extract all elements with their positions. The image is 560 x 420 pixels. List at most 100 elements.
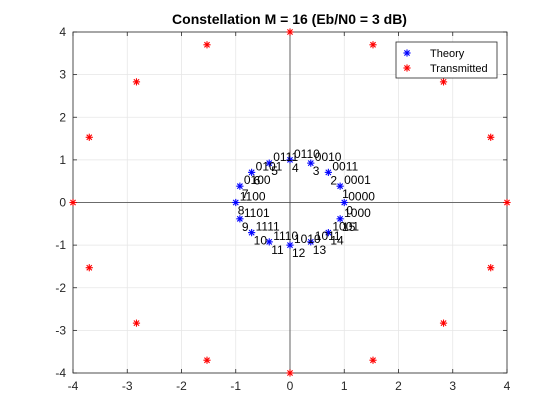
marker-stroke [337, 183, 344, 190]
theory-point [236, 182, 244, 190]
point-labels: 0000000100110010011001110101010011001101… [238, 147, 376, 260]
legend-box [395, 41, 498, 79]
index-label: 1 [342, 187, 349, 201]
theory-point [324, 229, 332, 237]
bit-label: 1010 [294, 232, 321, 246]
bit-label: 1011 [315, 229, 341, 243]
index-label: 12 [292, 246, 306, 260]
transmitted-point [369, 356, 377, 364]
legend-label-transmitted: Transmitted [430, 63, 488, 75]
marker-stroke [248, 229, 255, 236]
y-tick-label: 4 [59, 25, 66, 39]
bit-label: 0011 [332, 159, 358, 173]
bit-label: 1110 [273, 229, 298, 243]
index-label: 14 [330, 234, 344, 248]
marker-stroke [370, 357, 376, 364]
marker-stroke [133, 78, 140, 85]
bit-label: 1111 [256, 220, 280, 234]
index-label: 11 [271, 243, 284, 257]
x-tick-label: 0 [287, 379, 294, 393]
theory-point [336, 182, 344, 190]
transmitted-point [203, 41, 211, 49]
marker-stroke [325, 169, 332, 176]
index-label: 13 [313, 243, 327, 257]
marker-stroke [204, 357, 210, 364]
bit-label: 1000 [344, 206, 371, 220]
legend-label-theory: Theory [430, 48, 465, 60]
transmitted-point [369, 41, 377, 49]
bit-label: 0010 [315, 150, 342, 164]
index-label: 15 [342, 220, 356, 234]
index-label: 6 [254, 173, 261, 187]
marker-stroke [204, 41, 210, 48]
theory-point [286, 156, 294, 164]
marker-stroke [440, 78, 447, 85]
marker-stroke [232, 199, 239, 206]
bit-label: 0101 [256, 159, 283, 173]
transmitted-point [286, 28, 294, 36]
index-label: 7 [242, 187, 249, 201]
theory-point [248, 168, 256, 176]
transmitted-point [286, 369, 294, 377]
transmitted-point [439, 319, 448, 327]
legend: Theory Transmitted [395, 41, 498, 79]
marker-stroke [487, 264, 494, 271]
theory-point [265, 159, 273, 167]
transmitted-point [487, 133, 495, 141]
marker-stroke [404, 65, 410, 71]
marker-stroke [325, 229, 332, 236]
y-tick-label: 3 [59, 68, 66, 82]
bit-label: 1100 [240, 190, 266, 204]
data-markers [69, 28, 511, 377]
transmitted-point [132, 319, 141, 327]
index-label: 0 [346, 204, 353, 218]
index-label: 3 [313, 164, 320, 178]
theory-point [265, 238, 273, 246]
theory-point [248, 229, 256, 237]
theory-point [232, 198, 240, 207]
index-label: 8 [238, 204, 245, 218]
marker-stroke [287, 370, 293, 376]
marker-stroke [337, 215, 344, 222]
theory-point [307, 159, 315, 167]
theory-point [286, 241, 294, 249]
x-tick-label: -1 [230, 379, 241, 393]
marker-stroke [70, 199, 76, 206]
marker-stroke [236, 183, 243, 190]
marker-stroke [266, 160, 273, 167]
bit-label: 1001 [332, 220, 359, 234]
y-tick-label: -1 [55, 238, 66, 252]
transmitted-point [85, 133, 93, 141]
x-tick-label: -3 [122, 379, 133, 393]
y-tick-label: -3 [55, 323, 66, 337]
index-label: 9 [242, 220, 249, 234]
y-tick-label: 2 [59, 110, 66, 124]
marker-stroke [370, 41, 376, 48]
legend-marker-theory [403, 49, 411, 57]
bit-label: 1101 [244, 206, 270, 220]
y-tick-label: -4 [55, 366, 66, 380]
index-label: 5 [271, 164, 278, 178]
marker-stroke [287, 156, 293, 163]
marker-stroke [86, 134, 93, 141]
bit-label: 0000 [348, 190, 375, 204]
legend-marker-transmitted [403, 64, 411, 72]
origin-axes-lines [73, 32, 507, 373]
bit-label: 0001 [344, 173, 371, 187]
x-tick-label: -4 [68, 379, 79, 393]
marker-stroke [440, 320, 447, 327]
index-label: 2 [330, 173, 337, 187]
bit-label: 0111 [273, 150, 298, 164]
transmitted-point [132, 78, 141, 86]
marker-stroke [133, 320, 140, 327]
index-label: 4 [292, 161, 299, 175]
marker-stroke [287, 242, 293, 249]
transmitted-point [503, 198, 511, 207]
transmitted-point [69, 198, 77, 207]
marker-stroke [307, 160, 314, 167]
marker-stroke [487, 134, 494, 141]
transmitted-point [487, 264, 495, 272]
x-tick-label: -2 [176, 379, 187, 393]
